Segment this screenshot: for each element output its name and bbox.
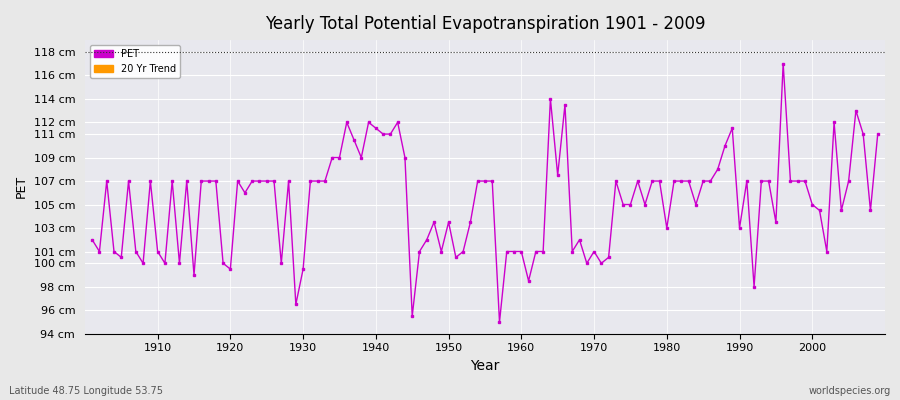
Y-axis label: PET: PET — [15, 175, 28, 198]
Title: Yearly Total Potential Evapotranspiration 1901 - 2009: Yearly Total Potential Evapotranspiratio… — [265, 15, 706, 33]
Text: Latitude 48.75 Longitude 53.75: Latitude 48.75 Longitude 53.75 — [9, 386, 163, 396]
Text: worldspecies.org: worldspecies.org — [809, 386, 891, 396]
X-axis label: Year: Year — [471, 359, 500, 373]
Legend: PET, 20 Yr Trend: PET, 20 Yr Trend — [90, 45, 180, 78]
